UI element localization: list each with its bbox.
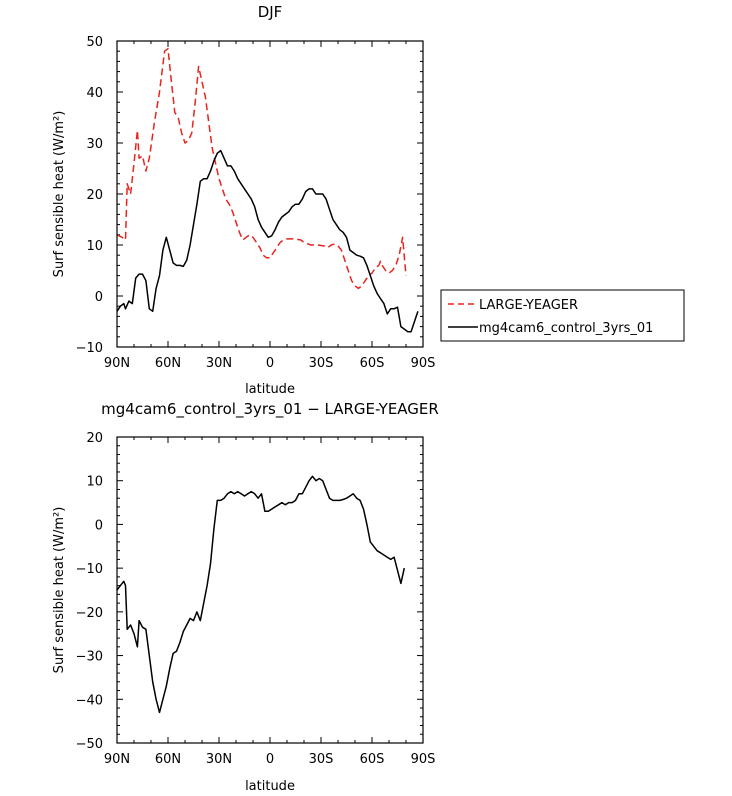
upper-y-tick-label: 20 xyxy=(86,188,103,203)
lower-chart-title: mg4cam6_control_3yrs_01 − LARGE-YEAGER xyxy=(101,400,439,419)
lower-y-tick-label: −50 xyxy=(76,737,103,752)
upper-y-tick-label: 40 xyxy=(86,86,103,101)
upper-y-tick-label: 30 xyxy=(86,137,103,152)
upper-x-tick-label: 90N xyxy=(104,356,130,371)
upper-y-tick-label: 50 xyxy=(86,35,103,50)
lower-x-tick-label: 60N xyxy=(155,752,181,767)
lower-chart-panel: mg4cam6_control_3yrs_01 − LARGE-YEAGER 9… xyxy=(52,400,439,794)
legend-box xyxy=(440,289,685,342)
upper-chart-axes: 90N 60N 30N 0 30S 60S 90S −10 0 10 20 30 40 50 xyxy=(76,35,436,371)
upper-series-line-0 xyxy=(116,47,407,290)
upper-y-tick-label: 10 xyxy=(86,239,103,254)
lower-x-axis-label: latitude xyxy=(245,779,295,794)
chart-legend: LARGE-YEAGER mg4cam6_control_3yrs_01 xyxy=(440,289,685,342)
upper-x-tick-label: 30S xyxy=(309,356,334,371)
lower-x-tick-label: 30N xyxy=(206,752,232,767)
upper-y-tick-label: −10 xyxy=(76,341,103,356)
lower-y-tick-label: −30 xyxy=(76,650,103,665)
upper-chart-panel: DJF 90N 60N 30N 0 30S 60S 90S −10 0 10 20 30 40 50 la… xyxy=(52,3,435,397)
lower-chart-axes: 90N 60N 30N 0 30S 60S 90S −50 −40 −30 −20 −10 0 10 20 xyxy=(76,431,436,767)
upper-y-axis-label: Surf sensible heat (W/m²) xyxy=(52,111,67,278)
upper-x-tick-label: 0 xyxy=(266,356,274,371)
upper-series-line-1 xyxy=(116,149,419,333)
lower-y-tick-label: 0 xyxy=(95,518,103,533)
lower-x-tick-label: 60S xyxy=(360,752,385,767)
upper-x-tick-label: 30N xyxy=(206,356,232,371)
lower-series-line-0 xyxy=(116,475,406,714)
lower-y-tick-label: 10 xyxy=(86,475,103,490)
upper-x-axis-label: latitude xyxy=(245,382,295,397)
upper-chart-frame xyxy=(116,40,424,348)
upper-x-tick-label: 60N xyxy=(155,356,181,371)
lower-x-tick-label: 30S xyxy=(309,752,334,767)
lower-y-tick-label: −20 xyxy=(76,606,103,621)
lower-y-tick-label: −40 xyxy=(76,693,103,708)
lower-x-tick-label: 90N xyxy=(104,752,130,767)
lower-x-tick-label: 0 xyxy=(266,752,274,767)
lower-x-tick-label: 90S xyxy=(411,752,436,767)
lower-y-tick-label: 20 xyxy=(86,431,103,446)
upper-y-tick-label: 0 xyxy=(95,290,103,305)
lower-chart-series xyxy=(116,475,406,714)
upper-x-tick-label: 90S xyxy=(411,356,436,371)
lower-y-axis-label: Surf sensible heat (W/m²) xyxy=(52,507,67,674)
upper-chart-title: DJF xyxy=(258,3,283,21)
upper-x-tick-label: 60S xyxy=(360,356,385,371)
upper-chart-series xyxy=(116,47,419,333)
legend-label-control: mg4cam6_control_3yrs_01 xyxy=(479,321,653,336)
legend-label-large-yeager: LARGE-YEAGER xyxy=(479,298,578,313)
lower-y-tick-label: −10 xyxy=(76,562,103,577)
lower-chart-frame xyxy=(116,436,424,744)
